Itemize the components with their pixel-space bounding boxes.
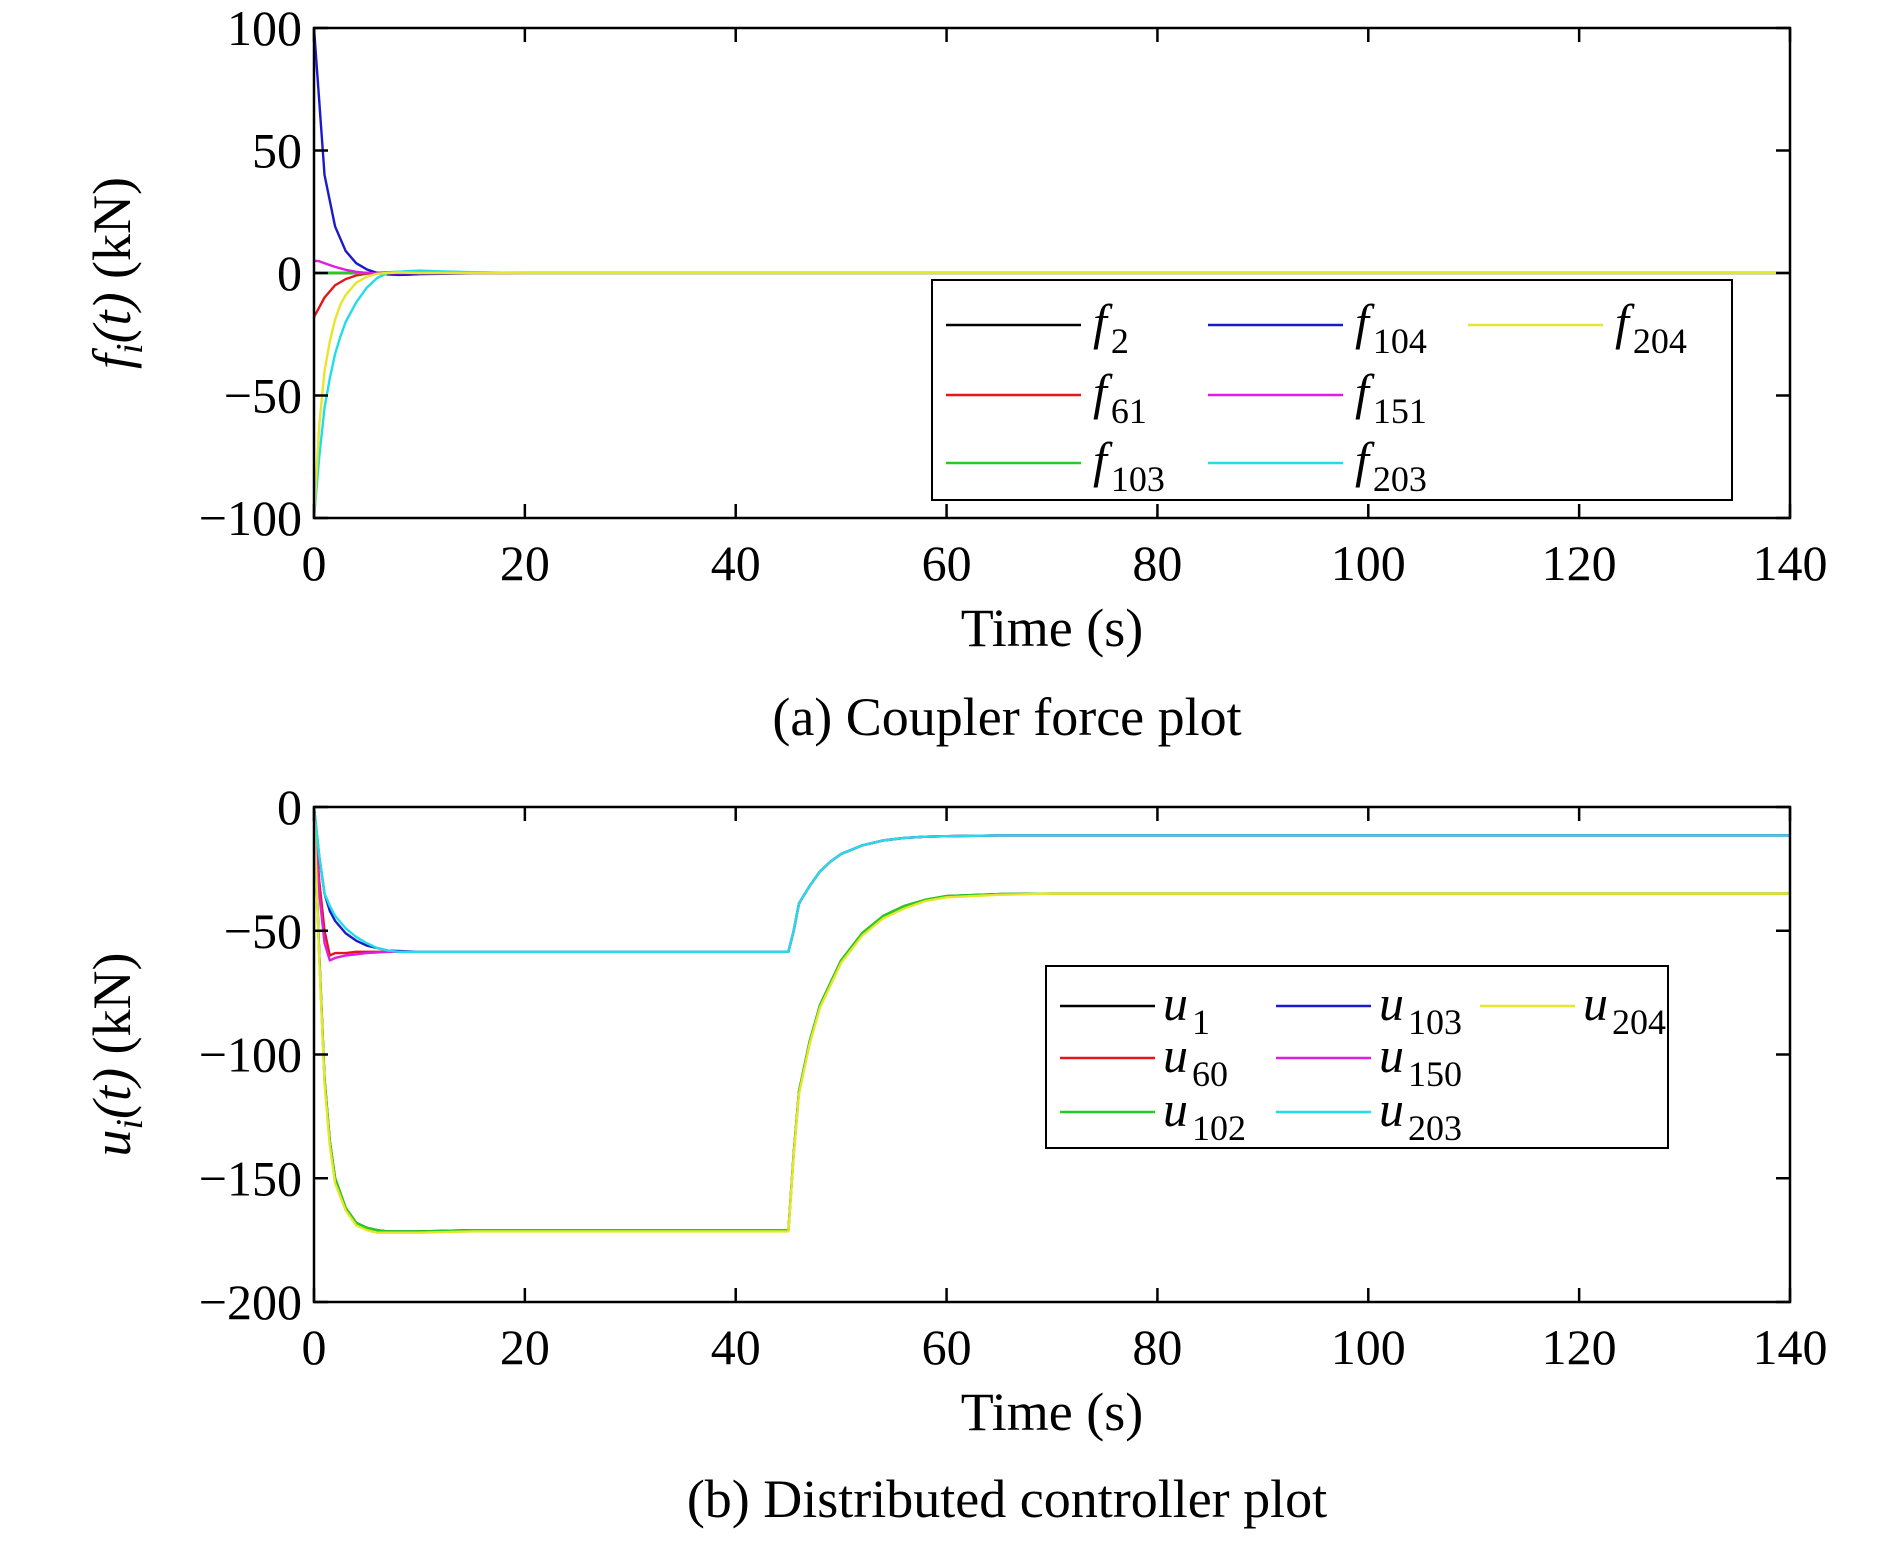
y-tick-label: −50 bbox=[224, 903, 302, 959]
y-tick-label: −100 bbox=[199, 1027, 302, 1083]
series-lines bbox=[314, 807, 1790, 1234]
legend-label-var: u bbox=[1163, 975, 1188, 1031]
y-tick-label: −100 bbox=[199, 490, 302, 546]
y-tick-label: −50 bbox=[224, 368, 302, 424]
x-tick-label: 140 bbox=[1753, 535, 1828, 591]
y-axis-label-unit: (kN) bbox=[82, 177, 142, 292]
y-tick-label: −150 bbox=[199, 1150, 302, 1206]
legend-label-sub: 61 bbox=[1111, 391, 1147, 431]
legend-label-sub: 203 bbox=[1373, 459, 1427, 499]
coupler-force-chart: 0 20 40 60 80 100 120 140 100 50 0 −50 −100 Time (s) f… bbox=[82, 0, 1828, 747]
y-tick-label: 100 bbox=[227, 0, 302, 56]
legend-label-var: u bbox=[1163, 1081, 1188, 1137]
legend-label-sub: 103 bbox=[1408, 1002, 1462, 1042]
y-tick-label: 50 bbox=[252, 123, 302, 179]
x-axis-label: Time (s) bbox=[961, 598, 1144, 658]
series-line-u103 bbox=[314, 807, 1790, 953]
series-line-u204 bbox=[314, 807, 1790, 1234]
legend-label-sub: 1 bbox=[1192, 1002, 1210, 1042]
legend-box bbox=[931, 279, 1733, 501]
series-lines bbox=[314, 28, 1790, 518]
y-axis-label: ui(t) (kN) bbox=[82, 953, 151, 1157]
legend-label-sub: 151 bbox=[1373, 391, 1427, 431]
x-tick-label: 20 bbox=[500, 1319, 550, 1375]
x-tick-label: 0 bbox=[302, 535, 327, 591]
legend-label-u102: u 102 bbox=[1163, 1081, 1246, 1148]
legend-label-u203: u 203 bbox=[1379, 1081, 1462, 1148]
legend-label-u103: u 103 bbox=[1379, 975, 1462, 1042]
x-tick-label: 80 bbox=[1132, 535, 1182, 591]
x-tick-label: 100 bbox=[1331, 1319, 1406, 1375]
x-tick-label: 120 bbox=[1542, 1319, 1617, 1375]
x-tick-label: 140 bbox=[1753, 1319, 1828, 1375]
legend-label-u60: u 60 bbox=[1163, 1027, 1228, 1094]
series-line-f151 bbox=[314, 259, 1790, 275]
chart-caption: (a) Coupler force plot bbox=[772, 687, 1241, 747]
series-line-u203 bbox=[314, 807, 1790, 953]
x-tick-label: 20 bbox=[500, 535, 550, 591]
x-axis-label: Time (s) bbox=[961, 1382, 1144, 1442]
y-axis-label-sub: i bbox=[109, 1119, 151, 1130]
legend-label-sub: 204 bbox=[1633, 321, 1687, 361]
distributed-controller-chart: 0 20 40 60 80 100 120 140 0 −50 −100 −150 −200 Time (… bbox=[82, 779, 1828, 1529]
series-line-u60 bbox=[314, 807, 1790, 957]
y-tick-label: 0 bbox=[277, 245, 302, 301]
x-tick-label: 40 bbox=[711, 1319, 761, 1375]
series-line-u150 bbox=[314, 807, 1790, 962]
x-tick-label: 80 bbox=[1132, 1319, 1182, 1375]
legend-label-sub: 203 bbox=[1408, 1108, 1462, 1148]
y-axis-label-arg: (t) bbox=[82, 292, 142, 343]
legend-label-sub: 2 bbox=[1111, 321, 1129, 361]
x-tick-label: 60 bbox=[922, 1319, 972, 1375]
y-axis-label-unit: (kN) bbox=[82, 953, 142, 1068]
x-tick-label: 40 bbox=[711, 535, 761, 591]
y-tick-label: −200 bbox=[199, 1274, 302, 1330]
legend-label-sub: 104 bbox=[1373, 321, 1427, 361]
x-tick-label: 120 bbox=[1542, 535, 1617, 591]
legend-label-var: u bbox=[1379, 975, 1404, 1031]
legend-label-var: u bbox=[1379, 1081, 1404, 1137]
y-axis-label: fi(t) (kN) bbox=[82, 177, 151, 369]
x-tick-label: 60 bbox=[922, 535, 972, 591]
y-axis-label-sub: i bbox=[109, 343, 151, 354]
chart-caption: (b) Distributed controller plot bbox=[687, 1469, 1327, 1529]
legend-label-sub: 204 bbox=[1612, 1002, 1666, 1042]
series-line-f104 bbox=[314, 28, 1790, 277]
y-axis-label-var: u bbox=[82, 1130, 142, 1157]
legend-label-sub: 102 bbox=[1192, 1108, 1246, 1148]
x-tick-label: 0 bbox=[302, 1319, 327, 1375]
legend-label-sub: 150 bbox=[1408, 1054, 1462, 1094]
legend-label-u150: u 150 bbox=[1379, 1027, 1462, 1094]
y-tick-label: 0 bbox=[277, 779, 302, 835]
legend-label-var: u bbox=[1583, 975, 1608, 1031]
legend-label-sub: 60 bbox=[1192, 1054, 1228, 1094]
legend-label-var: u bbox=[1379, 1027, 1404, 1083]
series-line-f203 bbox=[314, 269, 1790, 518]
legend-label-sub: 103 bbox=[1111, 459, 1165, 499]
legend-label-u204: u 204 bbox=[1583, 975, 1666, 1042]
x-tick-label: 100 bbox=[1331, 535, 1406, 591]
legend-label-var: u bbox=[1163, 1027, 1188, 1083]
y-axis-label-arg: (t) bbox=[82, 1068, 142, 1119]
series-line-f204 bbox=[314, 271, 1790, 518]
